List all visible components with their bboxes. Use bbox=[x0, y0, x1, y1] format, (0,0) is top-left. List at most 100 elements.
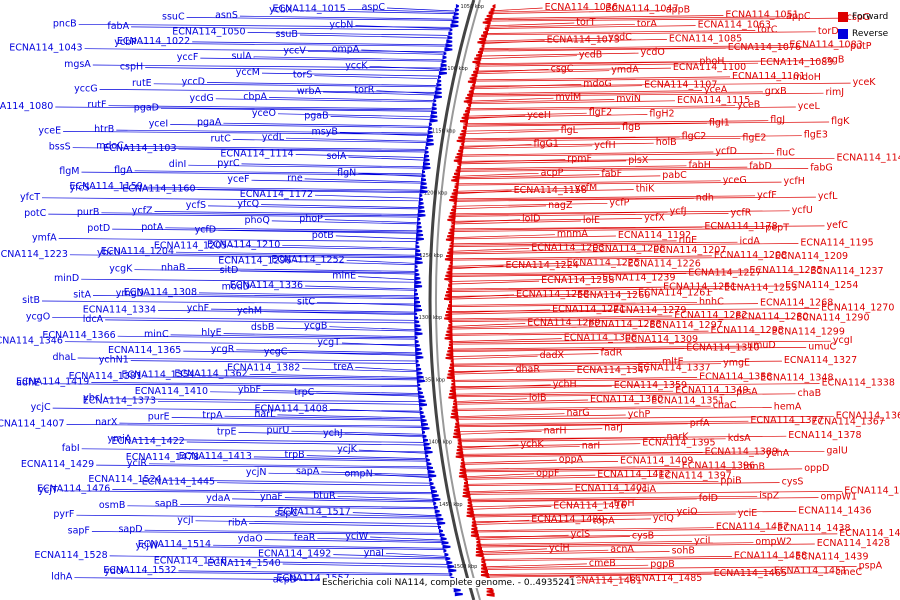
reverse-gene bbox=[418, 398, 426, 403]
gene-label: ycjI bbox=[177, 515, 193, 526]
reverse-gene bbox=[437, 521, 446, 526]
backbone-outer bbox=[428, 0, 476, 600]
gene-label: mviM bbox=[556, 92, 582, 103]
gene-label: flgE3 bbox=[804, 130, 828, 141]
reverse-gene bbox=[444, 552, 449, 557]
gene-leader-line bbox=[464, 480, 719, 485]
forward-label: Forward bbox=[852, 11, 889, 22]
gene-label: dinI bbox=[169, 159, 187, 170]
gene-leader-line bbox=[145, 293, 415, 298]
gene-label: minE bbox=[332, 271, 356, 282]
forward-gene bbox=[486, 589, 494, 594]
gene-label: ECNA114_1492 bbox=[258, 549, 331, 560]
gene-label: ompN bbox=[344, 469, 372, 480]
gene-label: yccG bbox=[74, 83, 97, 94]
gene-leader-line bbox=[448, 280, 540, 285]
gene-label: tonB bbox=[743, 462, 765, 473]
gene-label: ECNA114_1308 bbox=[124, 287, 197, 298]
gene-label: galU bbox=[826, 445, 847, 456]
gene-label: ECNA114_1209 bbox=[775, 251, 848, 262]
gene-leader-line bbox=[466, 491, 843, 495]
gene-leader-line bbox=[355, 367, 417, 371]
gene-leader-line bbox=[482, 31, 816, 36]
gene-label: ECNA114_1362 bbox=[174, 368, 247, 379]
forward-gene bbox=[450, 359, 454, 364]
gene-leader-line bbox=[160, 107, 432, 112]
gene-leader-line bbox=[455, 420, 749, 425]
gene-leader-line bbox=[453, 407, 772, 411]
gene-leader-line bbox=[475, 60, 820, 64]
gene-label: ycdL bbox=[262, 132, 285, 143]
gene-leader-line bbox=[206, 82, 437, 86]
gene-leader-line bbox=[452, 399, 589, 404]
gene-leader-line bbox=[196, 375, 417, 379]
gene-label: yciS bbox=[571, 529, 591, 540]
gene-label: rutE bbox=[132, 78, 152, 89]
gene-label: ECNA114_1296 bbox=[218, 256, 291, 267]
gene-leader-line bbox=[448, 332, 770, 336]
gene-leader-line bbox=[477, 52, 639, 57]
gene-leader-line bbox=[479, 45, 788, 49]
gene-label: ycgR bbox=[211, 344, 235, 355]
gene-label: nagZ bbox=[548, 200, 573, 211]
gene-leader-line bbox=[448, 330, 709, 335]
gene-label: ECNA114_1514 bbox=[138, 539, 211, 550]
gene-label: narI bbox=[582, 440, 601, 451]
gene-leader-line bbox=[448, 310, 612, 315]
gene-label: ECNA114_1413 bbox=[179, 451, 252, 462]
gene-leader-line bbox=[463, 121, 830, 126]
legend: Forward Reverse bbox=[838, 8, 888, 42]
reverse-gene bbox=[420, 185, 428, 190]
gene-label: yciL bbox=[694, 535, 713, 546]
gene-label: ECNA114_1100 bbox=[673, 62, 746, 73]
gene-leader-line bbox=[253, 456, 426, 461]
gene-leader-line bbox=[448, 324, 587, 329]
gene-leader-line bbox=[451, 377, 698, 381]
gene-leader-line bbox=[131, 26, 450, 31]
gene-label: flgE2 bbox=[742, 132, 766, 143]
gene-leader-line bbox=[478, 46, 849, 51]
gene-label: torD bbox=[818, 26, 839, 37]
gene-label: torC bbox=[757, 25, 777, 36]
gene-leader-line bbox=[154, 211, 418, 215]
gene-label: ECNA114_1282 bbox=[674, 310, 747, 321]
gene-label: mdoH bbox=[793, 72, 821, 83]
reverse-gene bbox=[434, 90, 442, 95]
gene-label: ECNA114_1270 bbox=[821, 303, 894, 314]
gene-label: ECNA114_1115 bbox=[677, 95, 750, 106]
gene-leader-line bbox=[450, 370, 575, 375]
gene-label: dhaL bbox=[53, 352, 77, 363]
gene-leader-line bbox=[361, 49, 444, 54]
gene-leader-line bbox=[122, 253, 415, 257]
gene-label: thiK bbox=[636, 184, 655, 195]
gene-leader-line bbox=[452, 392, 735, 396]
gene-label: ECNA114_1101 bbox=[732, 71, 805, 82]
gene-leader-line bbox=[119, 422, 422, 427]
gene-label: yceO bbox=[252, 108, 276, 119]
gene-label: bssS bbox=[49, 142, 71, 153]
gene-leader-line bbox=[458, 151, 714, 156]
reverse-gene bbox=[438, 525, 441, 530]
gene-label: ECNA114_1458 bbox=[734, 550, 807, 561]
forward-gene bbox=[479, 36, 487, 42]
gene-leader-line bbox=[465, 489, 635, 494]
gene-label: ECNA114_1481 bbox=[569, 576, 642, 587]
reverse-gene bbox=[449, 572, 453, 577]
gene-label: treA bbox=[334, 361, 354, 372]
gene-label: ECNA114_1359 bbox=[614, 380, 687, 391]
reverse-gene bbox=[418, 201, 424, 206]
gene-label: ECNA114_1226 bbox=[628, 259, 701, 270]
gene-label: ydcI bbox=[104, 566, 124, 577]
gene-label: rutC bbox=[211, 134, 232, 145]
gene-label: ECNA114_1159 bbox=[69, 181, 142, 192]
gene-leader-line bbox=[459, 450, 825, 455]
reverse-gene bbox=[453, 11, 459, 17]
gene-label: ECNA114_1050 bbox=[172, 26, 245, 37]
gene-leader-line bbox=[306, 455, 426, 459]
gene-leader-line bbox=[197, 189, 420, 194]
reverse-gene bbox=[420, 414, 426, 419]
gene-label: ychP bbox=[628, 409, 651, 420]
gene-leader-line bbox=[459, 453, 764, 458]
gene-leader-line bbox=[459, 452, 703, 456]
gene-label: potC bbox=[24, 208, 47, 219]
